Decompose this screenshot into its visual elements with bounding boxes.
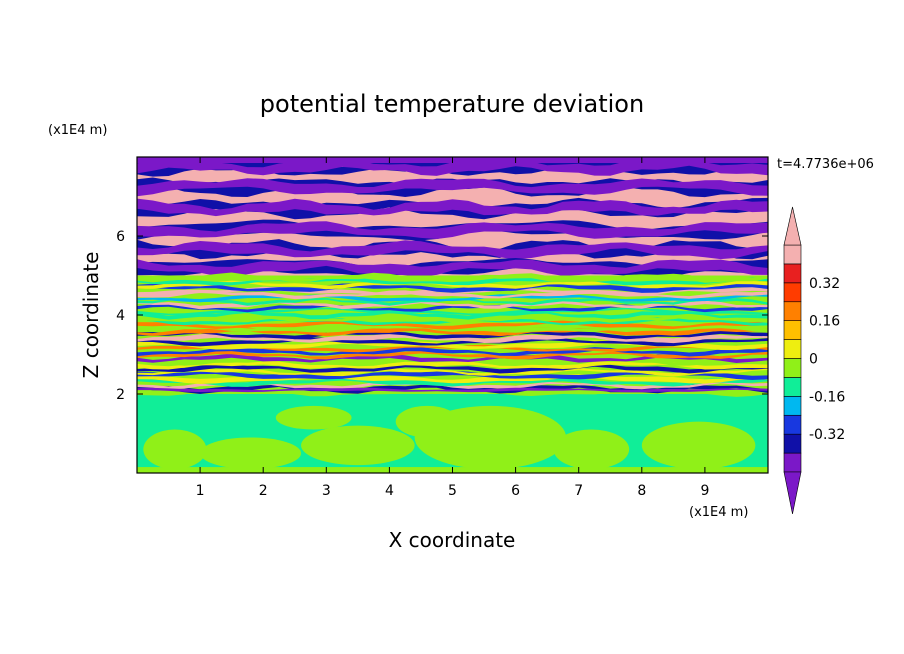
lower-blob — [301, 425, 415, 466]
band-middle-layer — [137, 313, 768, 323]
y-tick-label: 4 — [116, 308, 125, 324]
time-label: t=4.7736e+06 — [777, 157, 874, 172]
colorbar-segment — [783, 339, 802, 359]
x-tick-label: 2 — [259, 483, 268, 499]
colorbar-under-triangle — [783, 471, 802, 515]
band-middle-layer — [137, 310, 768, 320]
colorbar-segment — [783, 358, 802, 378]
heatmap-bands — [137, 157, 768, 473]
x-tick-label: 7 — [574, 483, 583, 499]
colorbar-segment — [783, 452, 802, 473]
x-tick-label: 6 — [511, 483, 520, 499]
lower-blob — [553, 429, 630, 470]
y-unit-label: (x1E4 m) — [48, 123, 107, 138]
band-middle-layer — [137, 360, 768, 370]
colorbar-label: 0.32 — [809, 276, 840, 292]
x-tick-label: 3 — [322, 483, 331, 499]
x-axis: 1 2 3 4 5 6 7 8 9 — [196, 157, 709, 499]
colorbar-segment — [783, 396, 802, 416]
lower-blob — [275, 405, 352, 430]
lower-blob — [395, 405, 459, 438]
x-tick-label: 8 — [637, 483, 646, 499]
band-upper-purple — [137, 178, 768, 197]
colorbar-segment — [783, 282, 802, 303]
x-unit-label: (x1E4 m) — [689, 505, 748, 520]
colorbar-segment — [783, 377, 802, 397]
band-base-line — [137, 387, 768, 393]
colorbar-over-triangle — [783, 206, 802, 246]
band-middle-layer — [137, 283, 768, 293]
lower-blob — [641, 421, 756, 470]
x-tick-label: 4 — [385, 483, 394, 499]
plot-area — [137, 157, 768, 473]
band-middle-layer — [137, 344, 768, 353]
colorbar: 0.32 0.16 0 -0.16 -0.32 — [783, 206, 845, 515]
band-upper-purple — [137, 221, 768, 239]
band-middle-layer — [137, 307, 768, 316]
colorbar-label: -0.32 — [809, 427, 845, 443]
colorbar-segment — [783, 414, 802, 435]
band-middle-layer — [137, 330, 768, 340]
band-middle-layer — [137, 272, 768, 283]
band-middle-layer — [137, 376, 768, 387]
band-middle-layer — [137, 367, 768, 377]
x-tick-label: 5 — [448, 483, 457, 499]
band-middle-layer — [137, 333, 768, 344]
band-middle-layer — [137, 350, 768, 360]
chart-title: potential temperature deviation — [260, 90, 644, 118]
colorbar-segment — [783, 301, 802, 321]
y-tick-label: 2 — [116, 387, 125, 403]
band-upper-purple — [137, 259, 768, 277]
colorbar-label: 0.16 — [809, 314, 840, 330]
colorbar-segment — [783, 433, 802, 454]
colorbar-segment — [783, 263, 802, 284]
band-middle-layer — [137, 370, 768, 380]
colorbar-label: -0.16 — [809, 389, 845, 405]
band-middle-layer — [137, 300, 768, 310]
x-tick-label: 9 — [700, 483, 709, 499]
y-axis-label: Z coordinate — [79, 252, 103, 379]
band-middle-layer — [137, 323, 768, 333]
x-axis-label: X coordinate — [389, 528, 516, 552]
lower-blob — [200, 437, 302, 470]
y-axis: 2 4 6 — [116, 229, 768, 403]
band-upper-purple — [137, 240, 768, 260]
band-middle-layer — [137, 320, 768, 330]
band-middle-layer — [137, 363, 768, 374]
band-upper-purple — [137, 198, 768, 217]
x-tick-label: 1 — [196, 483, 205, 499]
colorbar-segment — [783, 320, 802, 340]
colorbar-label: 0 — [809, 352, 818, 368]
lower-blob — [143, 429, 207, 470]
colorbar-segment — [783, 244, 802, 265]
y-tick-label: 6 — [116, 229, 125, 245]
band-middle-layer — [137, 353, 768, 363]
